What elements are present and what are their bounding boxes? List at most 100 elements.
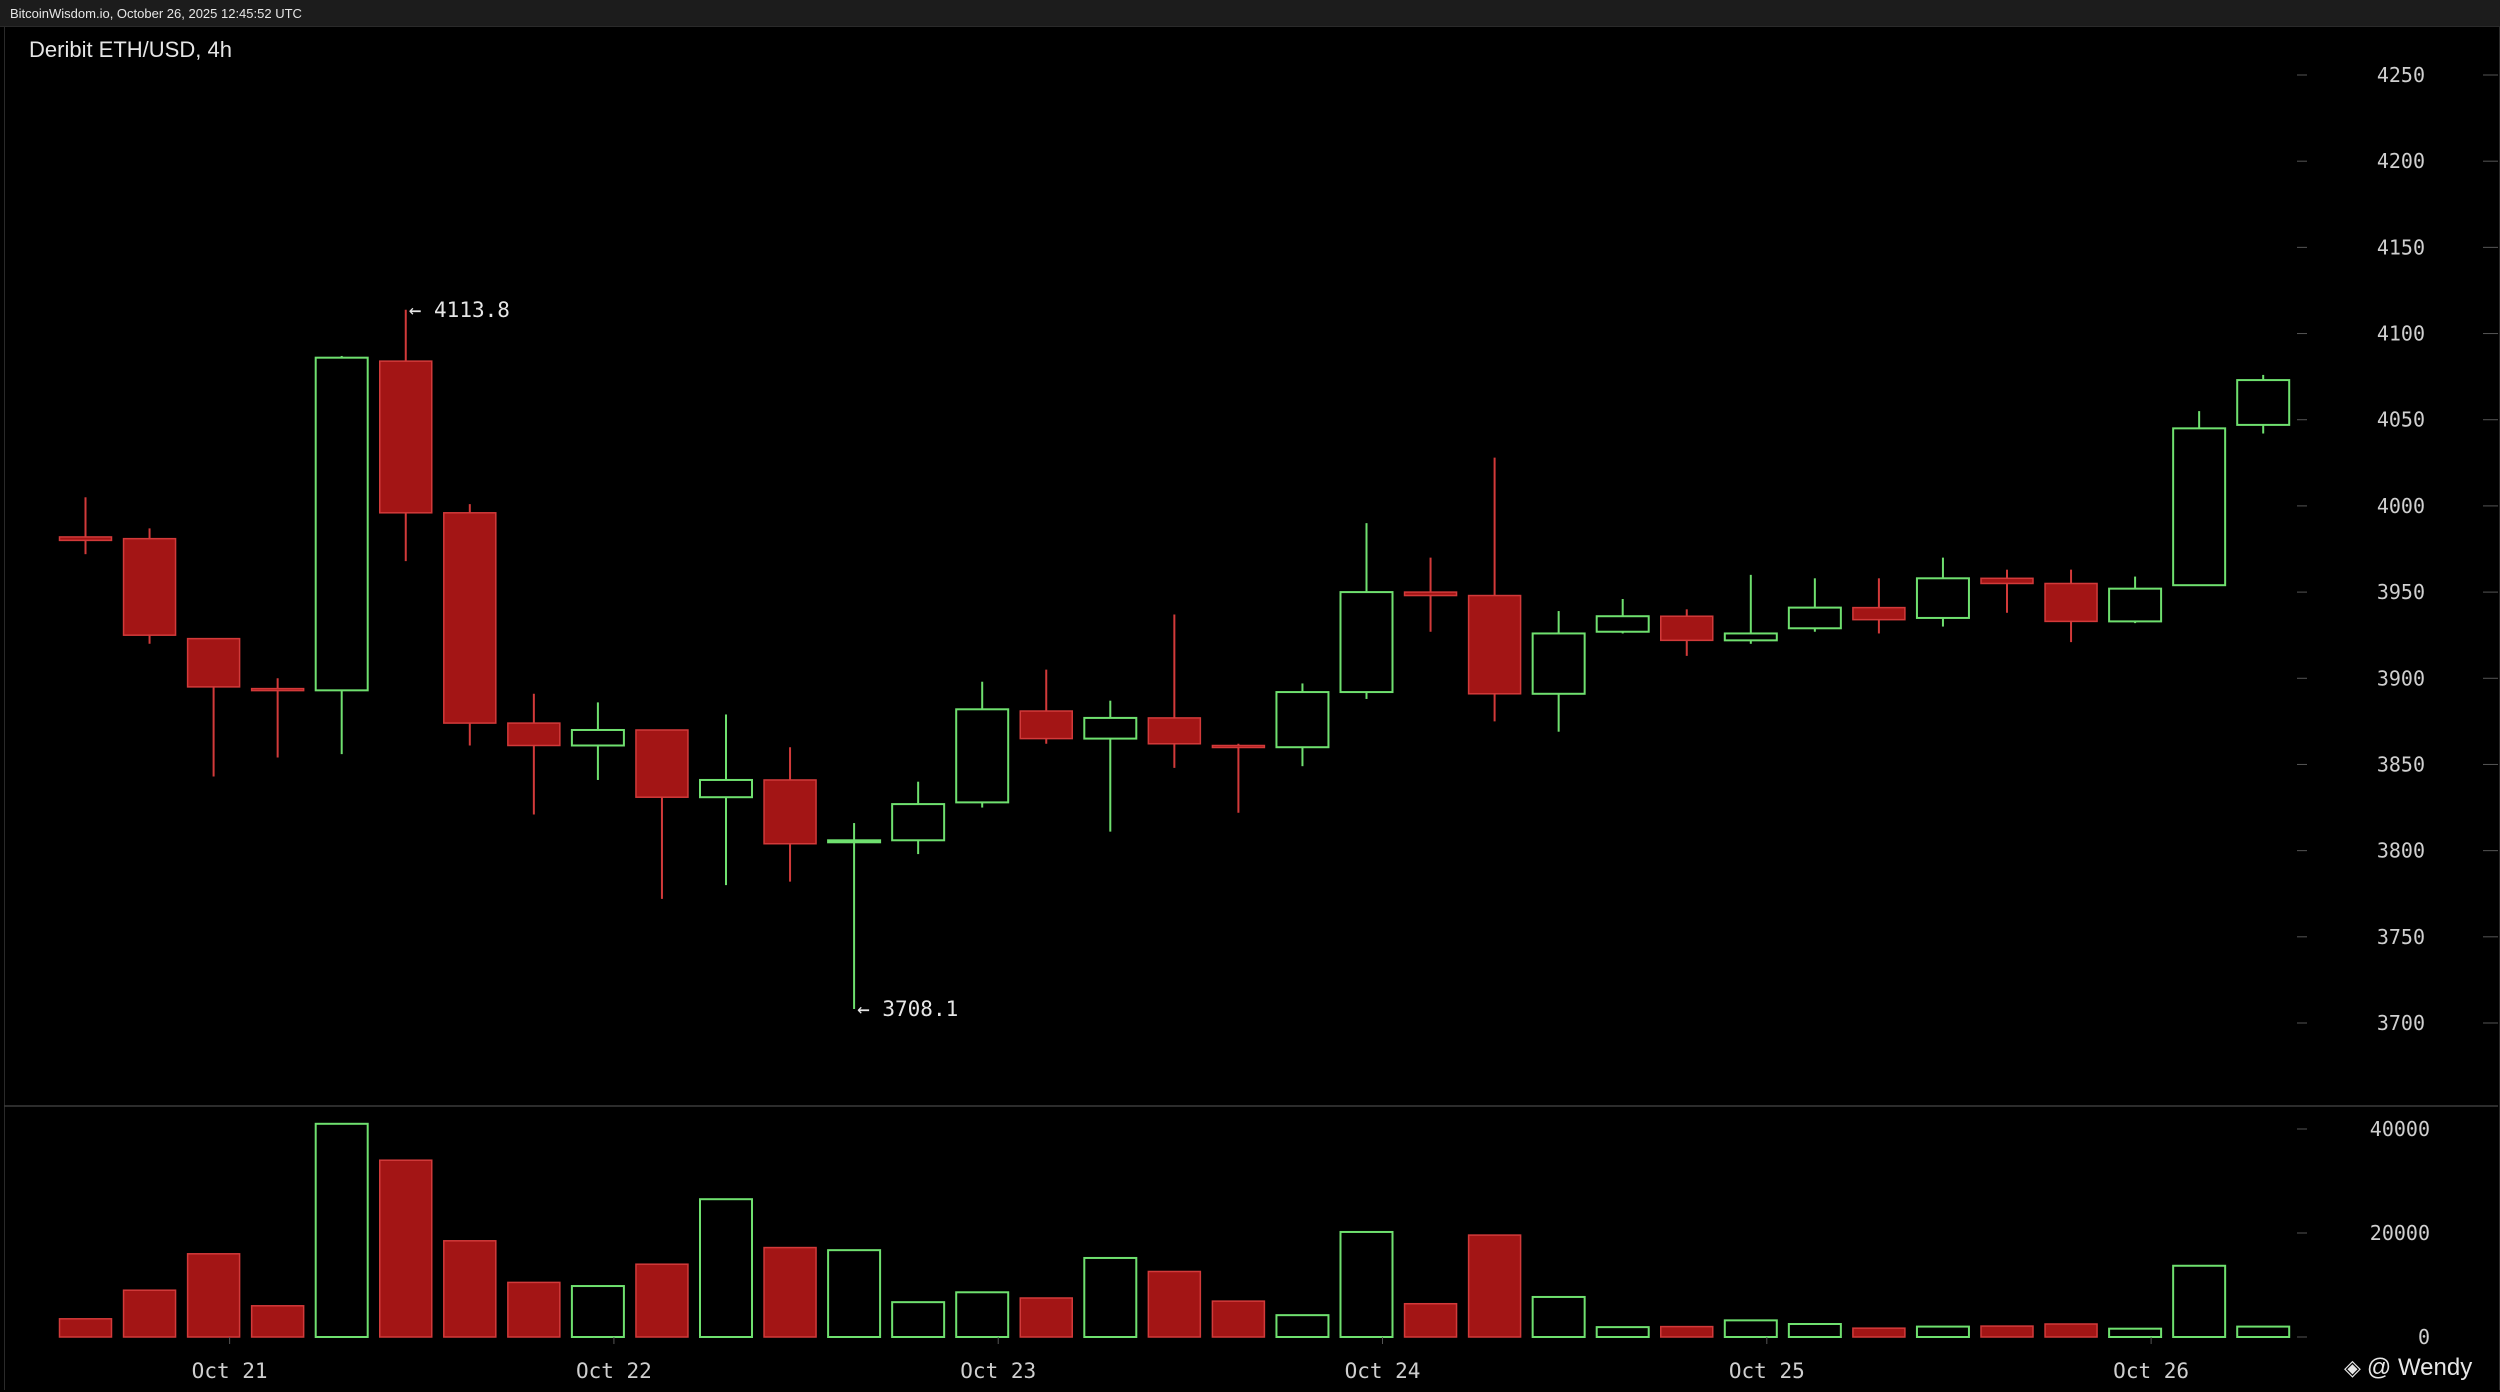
volume-bar-down <box>635 1263 689 1338</box>
candle-up <box>1915 557 1970 627</box>
volume-axis: 40000 20000 0 <box>2297 1117 2430 1349</box>
candle-body <box>1980 577 2034 585</box>
candle-up <box>891 781 946 855</box>
candle-up <box>1723 574 1778 644</box>
candle-up <box>314 355 369 755</box>
candle-up <box>1531 611 1586 732</box>
volume-bar-down <box>1211 1300 1266 1338</box>
date-tick-label: Oct 26 <box>2113 1359 2189 1383</box>
volume-series <box>58 1122 2291 1339</box>
volume-tick-label: 0 <box>2418 1325 2430 1349</box>
candle-down <box>250 678 305 758</box>
date-tick-label: Oct 25 <box>1729 1359 1805 1383</box>
candle-body <box>2108 587 2163 623</box>
volume-bar-down <box>186 1253 241 1338</box>
candle-up <box>955 681 1010 808</box>
candle-body <box>2236 379 2291 426</box>
price-tick-label: 3950 <box>2377 580 2425 604</box>
price-tick-label: 4250 <box>2377 63 2425 87</box>
watermark-text: @ Wendy <box>2366 1354 2473 1381</box>
candle-body <box>1147 717 1202 745</box>
candle-body <box>570 728 625 747</box>
candle-up <box>2236 374 2291 434</box>
candle-body <box>1403 591 1458 597</box>
candle-up <box>1787 578 1842 632</box>
price-tick-label: 4000 <box>2377 494 2425 518</box>
price-tick-label: 4150 <box>2377 235 2425 259</box>
candle-up <box>2172 411 2227 587</box>
candle-body <box>1083 716 1138 740</box>
candle-body <box>250 687 305 692</box>
price-extreme-annotation: ← 4113.8 <box>409 298 510 322</box>
candle-body <box>58 536 113 542</box>
date-tick-label: Oct 22 <box>576 1359 652 1383</box>
candle-up <box>827 823 882 1010</box>
top-status-bar: BitcoinWisdom.io, October 26, 2025 12:45… <box>0 0 2500 27</box>
candle-down <box>122 528 177 644</box>
candle-body <box>1019 710 1073 740</box>
volume-bar-down <box>1147 1270 1202 1338</box>
volume-bar-down <box>443 1240 497 1338</box>
candle-down <box>2044 569 2098 643</box>
volume-bar-down <box>250 1305 305 1338</box>
candle-up <box>570 702 625 780</box>
candle-body <box>186 637 241 688</box>
candle-down <box>443 504 497 746</box>
volume-bar-up <box>1275 1314 1330 1339</box>
volume-bar-down <box>58 1318 113 1338</box>
price-tick-label: 4100 <box>2377 322 2425 346</box>
candle-body <box>1531 632 1586 695</box>
volume-bar-down <box>763 1246 817 1338</box>
candle-body <box>1595 615 1650 633</box>
candle-down <box>1660 609 1714 656</box>
volume-bar-up <box>2172 1264 2227 1339</box>
candle-body <box>1467 594 1522 695</box>
candle-body <box>2172 427 2227 587</box>
volume-bar-up <box>891 1301 946 1339</box>
price-annotations: ← 4113.8 ← 3708.1 <box>409 298 959 1021</box>
candle-body <box>955 708 1010 804</box>
volume-bar-up <box>1531 1295 1586 1338</box>
candle-body <box>1852 606 1906 621</box>
price-tick-label: 4200 <box>2377 149 2425 173</box>
candle-up <box>1339 523 1394 699</box>
candle-body <box>507 722 561 747</box>
candle-down <box>186 637 241 777</box>
volume-bar-up <box>1339 1230 1394 1338</box>
candle-down <box>1211 743 1266 813</box>
price-tick-label: 3850 <box>2377 752 2425 776</box>
volume-bar-up <box>1595 1326 1650 1338</box>
volume-bar-up <box>955 1291 1010 1339</box>
volume-tick-label: 40000 <box>2370 1117 2430 1141</box>
volume-bar-up <box>570 1285 625 1339</box>
candle-down <box>1019 669 1073 744</box>
volume-bar-down <box>379 1159 433 1338</box>
price-extreme-annotation: ← 3708.1 <box>857 997 958 1021</box>
candle-down <box>763 747 817 882</box>
candle-down <box>1403 557 1458 632</box>
candle-body <box>379 360 433 514</box>
candle-down <box>1147 614 1202 768</box>
candle-up <box>699 714 753 886</box>
price-tick-label: 3900 <box>2377 666 2425 690</box>
candle-down <box>635 729 689 899</box>
volume-bar-up <box>1083 1256 1138 1338</box>
candle-body <box>443 512 497 724</box>
candle-body <box>763 779 817 845</box>
volume-bar-up <box>314 1122 369 1339</box>
volume-bar-up <box>2108 1327 2163 1339</box>
candle-body <box>1915 577 1970 619</box>
candle-down <box>507 693 561 815</box>
candle-body <box>1211 744 1266 749</box>
volume-bar-down <box>122 1289 177 1338</box>
candle-down <box>1852 578 1906 634</box>
volume-bar-up <box>1787 1323 1842 1338</box>
candle-body <box>122 537 177 636</box>
candle-body <box>1660 615 1714 642</box>
chart-title: Deribit ETH/USD, 4h <box>29 37 232 62</box>
candle-body <box>314 356 369 692</box>
watermark: ◈ @ Wendy <box>2344 1354 2472 1382</box>
volume-bar-up <box>827 1249 882 1339</box>
volume-bar-up <box>2236 1325 2291 1338</box>
